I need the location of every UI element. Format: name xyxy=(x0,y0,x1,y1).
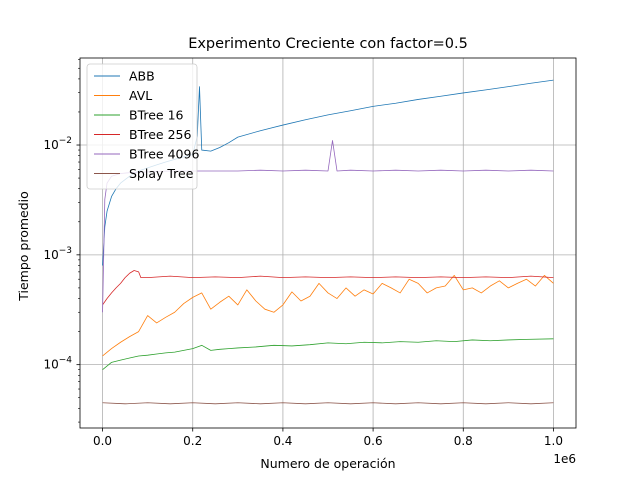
series-line-avl xyxy=(102,274,554,357)
x-tick-label: 0.0 xyxy=(93,434,112,448)
legend-label: ABB xyxy=(129,69,155,84)
legend: ABB AVL BTree 16 BTree 256 BTree 4096 Splay T… xyxy=(86,63,199,190)
series-line-btree-16 xyxy=(102,338,554,370)
x-tick-label: 1.0 xyxy=(544,434,563,448)
series-line-btree-256 xyxy=(102,270,554,306)
y-tick-label: 10−3 xyxy=(43,246,72,262)
y-tick-label: 10−4 xyxy=(43,356,72,372)
x-tick-label: 0.6 xyxy=(364,434,383,448)
x-tick-label: 0.2 xyxy=(183,434,202,448)
ticks: 0.0 0.2 0.4 0.6 0.8 1.0 10−4 10−3 10−2 xyxy=(43,59,563,448)
x-tick-label: 0.4 xyxy=(273,434,292,448)
legend-label: BTree 16 xyxy=(129,108,184,123)
plot-frame xyxy=(79,57,577,429)
x-tick-label: 0.8 xyxy=(454,434,473,448)
legend-label: Splay Tree xyxy=(129,166,194,181)
y-axis-label: Tiempo promedio xyxy=(16,191,31,302)
x-axis-label: Numero de operación xyxy=(260,456,395,471)
x-axis-offset-label: 1e6 xyxy=(553,452,576,466)
legend-label: AVL xyxy=(129,88,152,103)
chart-title: Experimento Creciente con factor=0.5 xyxy=(188,36,468,52)
legend-label: BTree 256 xyxy=(129,127,191,142)
series-line-splay-tree xyxy=(102,402,554,405)
legend-label: BTree 4096 xyxy=(129,147,199,162)
y-tick-label: 10−2 xyxy=(43,136,72,152)
